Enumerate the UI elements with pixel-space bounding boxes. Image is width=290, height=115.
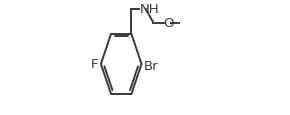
Text: Br: Br bbox=[144, 59, 159, 72]
Text: F: F bbox=[90, 58, 98, 71]
Text: O: O bbox=[163, 17, 174, 30]
Text: NH: NH bbox=[139, 3, 159, 16]
